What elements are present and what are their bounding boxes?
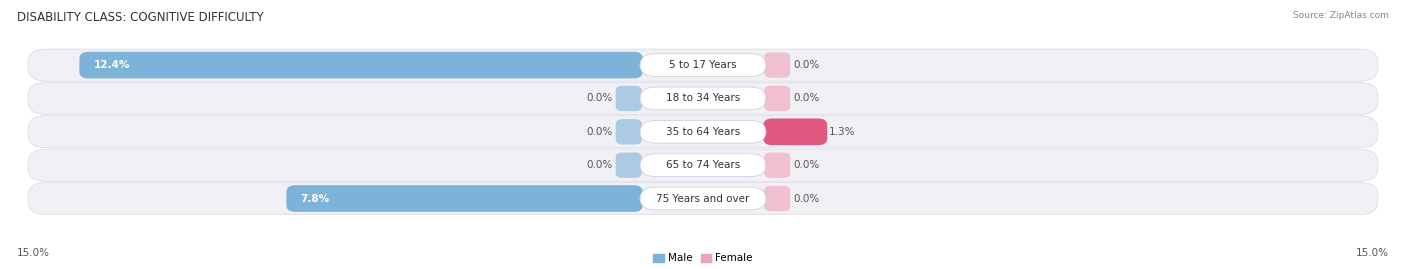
Text: Source: ZipAtlas.com: Source: ZipAtlas.com xyxy=(1294,11,1389,20)
Text: 65 to 74 Years: 65 to 74 Years xyxy=(666,160,740,170)
Text: 15.0%: 15.0% xyxy=(1357,248,1389,258)
Text: 5 to 17 Years: 5 to 17 Years xyxy=(669,60,737,70)
Text: 35 to 64 Years: 35 to 64 Years xyxy=(666,127,740,137)
Text: 0.0%: 0.0% xyxy=(793,93,820,104)
FancyBboxPatch shape xyxy=(640,121,766,143)
FancyBboxPatch shape xyxy=(28,82,1378,115)
Text: 18 to 34 Years: 18 to 34 Years xyxy=(666,93,740,104)
Text: 7.8%: 7.8% xyxy=(301,193,329,204)
FancyBboxPatch shape xyxy=(640,54,766,76)
FancyBboxPatch shape xyxy=(765,52,790,78)
FancyBboxPatch shape xyxy=(640,87,766,110)
Text: 75 Years and over: 75 Years and over xyxy=(657,193,749,204)
Text: 0.0%: 0.0% xyxy=(586,93,613,104)
Legend: Male, Female: Male, Female xyxy=(654,253,752,263)
FancyBboxPatch shape xyxy=(616,153,641,178)
FancyBboxPatch shape xyxy=(763,118,827,145)
FancyBboxPatch shape xyxy=(287,185,643,212)
Text: 0.0%: 0.0% xyxy=(586,160,613,170)
FancyBboxPatch shape xyxy=(640,154,766,176)
FancyBboxPatch shape xyxy=(79,52,643,79)
FancyBboxPatch shape xyxy=(616,119,641,144)
Text: 0.0%: 0.0% xyxy=(793,160,820,170)
FancyBboxPatch shape xyxy=(28,182,1378,215)
Text: 1.3%: 1.3% xyxy=(830,127,855,137)
FancyBboxPatch shape xyxy=(28,116,1378,148)
Text: 0.0%: 0.0% xyxy=(586,127,613,137)
Text: 0.0%: 0.0% xyxy=(793,193,820,204)
FancyBboxPatch shape xyxy=(616,86,641,111)
Text: 12.4%: 12.4% xyxy=(93,60,129,70)
FancyBboxPatch shape xyxy=(28,149,1378,181)
Text: 0.0%: 0.0% xyxy=(793,60,820,70)
FancyBboxPatch shape xyxy=(765,186,790,211)
Text: 15.0%: 15.0% xyxy=(17,248,49,258)
FancyBboxPatch shape xyxy=(640,187,766,210)
FancyBboxPatch shape xyxy=(28,49,1378,81)
Text: DISABILITY CLASS: COGNITIVE DIFFICULTY: DISABILITY CLASS: COGNITIVE DIFFICULTY xyxy=(17,11,263,24)
FancyBboxPatch shape xyxy=(765,86,790,111)
FancyBboxPatch shape xyxy=(765,153,790,178)
